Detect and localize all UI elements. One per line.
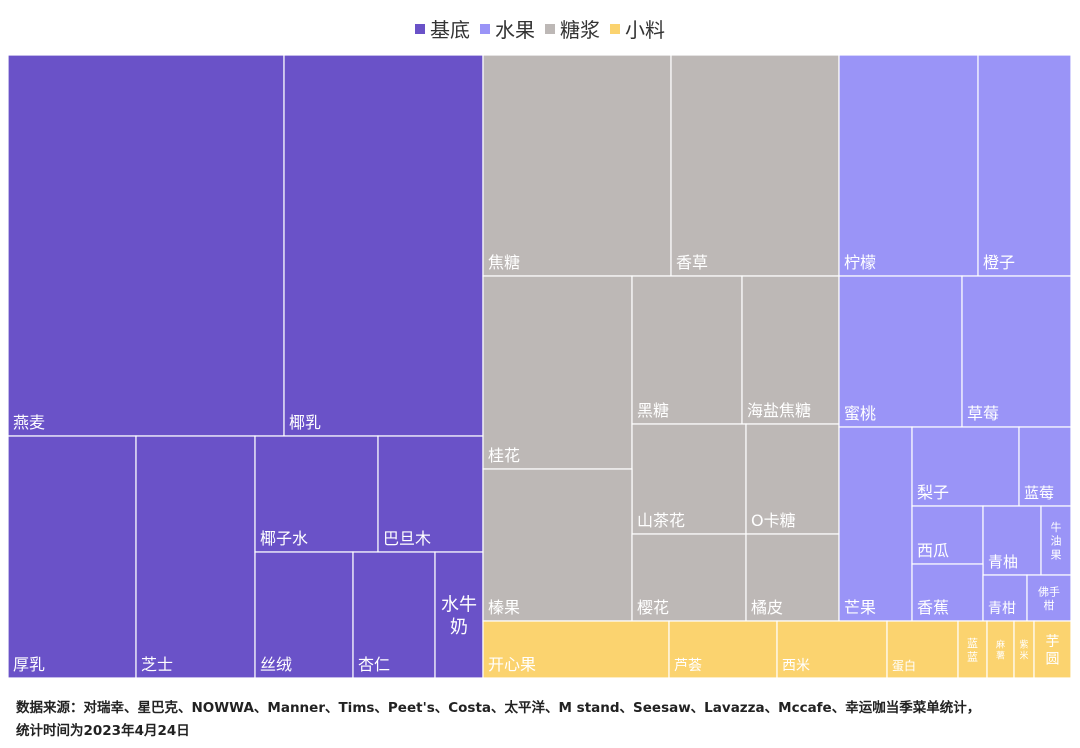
treemap-label-1-9: 橘皮	[751, 598, 783, 617]
treemap-cell-1-7[interactable]	[482, 468, 633, 622]
treemap-label-2-4: 芒果	[844, 598, 876, 617]
treemap-label-0-8: 水牛奶	[441, 595, 477, 639]
treemap-label-2-11: 青柑	[988, 601, 1016, 617]
legend-swatch-syrup	[545, 23, 555, 34]
treemap-cell-2-8[interactable]	[982, 505, 1042, 576]
treemap-cell-2-1[interactable]	[977, 54, 1072, 277]
legend-swatch-base	[415, 23, 425, 34]
treemap-label-0-7: 杏仁	[358, 655, 390, 674]
treemap-cell-0-8[interactable]	[434, 551, 484, 679]
treemap-label-0-5: 巴旦木	[383, 529, 431, 548]
treemap-label-2-1: 橙子	[983, 253, 1015, 272]
legend-label-fruit: 水果	[495, 18, 535, 42]
treemap-label-2-8: 青柚	[988, 553, 1018, 571]
treemap-label-1-3: 黑糖	[637, 401, 669, 420]
chart-footnote: 数据来源：对瑞幸、星巴克、NOWWA、Manner、Tims、Peet's、Co…	[16, 697, 980, 743]
treemap-cell-0-2[interactable]	[7, 435, 137, 679]
treemap-label-1-4: 海盐焦糖	[747, 401, 811, 420]
treemap-label-3-7: 芋圆	[1046, 634, 1060, 668]
treemap-label-2-7: 西瓜	[917, 541, 949, 560]
treemap-cell-2-4[interactable]	[838, 426, 913, 622]
legend-item-syrup[interactable]: 糖浆	[545, 14, 600, 43]
treemap-label-2-9: 牛油果	[1051, 520, 1062, 562]
treemap-cell-1-1[interactable]	[670, 54, 840, 277]
treemap-cell-3-2[interactable]	[776, 620, 888, 679]
treemap-label-1-0: 焦糖	[488, 253, 520, 272]
legend-swatch-topping	[610, 23, 620, 34]
treemap-label-2-10: 香蕉	[917, 598, 949, 617]
legend-label-topping: 小料	[625, 18, 665, 42]
treemap-label-3-2: 西米	[782, 658, 810, 674]
treemap-label-2-0: 柠檬	[844, 253, 876, 272]
treemap-label-0-0: 燕麦	[13, 413, 45, 432]
treemap-label-3-5: 麻薯	[996, 638, 1005, 661]
treemap-label-1-5: 山茶花	[637, 511, 685, 530]
legend-label-base: 基底	[430, 18, 470, 42]
treemap-cell-2-7[interactable]	[911, 505, 984, 565]
treemap-cell-2-9[interactable]	[1040, 505, 1072, 576]
treemap-cell-2-0[interactable]	[838, 54, 979, 277]
treemap-cell-1-3[interactable]	[631, 275, 743, 425]
treemap-label-1-2: 桂花	[488, 446, 520, 465]
treemap-cell-1-0[interactable]	[482, 54, 672, 277]
treemap-label-2-12: 佛手柑	[1038, 584, 1060, 612]
chart-legend: 基底 水果 糖浆 小料	[0, 14, 1080, 43]
legend-item-fruit[interactable]: 水果	[480, 14, 535, 43]
treemap-cell-3-0[interactable]	[482, 620, 670, 679]
treemap-cell-3-7[interactable]	[1033, 620, 1072, 679]
treemap-label-3-4: 蓝蓝	[967, 637, 978, 664]
footnote-source: 数据来源：对瑞幸、星巴克、NOWWA、Manner、Tims、Peet's、Co…	[16, 700, 981, 716]
treemap-cell-2-3[interactable]	[961, 275, 1072, 428]
legend-item-base[interactable]: 基底	[415, 14, 470, 43]
treemap-label-0-2: 厚乳	[13, 655, 45, 674]
treemap-cell-1-9[interactable]	[745, 533, 840, 622]
treemap-cell-3-4[interactable]	[957, 620, 988, 679]
treemap-label-0-6: 丝绒	[260, 655, 292, 674]
treemap-cell-3-3[interactable]	[886, 620, 959, 679]
treemap-label-2-2: 蜜桃	[844, 404, 876, 423]
treemap-label-3-0: 开心果	[488, 655, 536, 674]
treemap-label-2-3: 草莓	[967, 404, 999, 423]
treemap-cell-0-1[interactable]	[283, 54, 484, 437]
treemap-cell-1-6[interactable]	[745, 423, 840, 535]
footnote-date: 统计时间为2023年4月24日	[16, 723, 190, 739]
treemap-label-3-6: 紫米	[1019, 639, 1028, 661]
treemap-cell-0-7[interactable]	[352, 551, 436, 679]
treemap-label-1-6: O卡糖	[751, 511, 796, 530]
treemap-label-1-1: 香草	[676, 253, 708, 272]
legend-item-topping[interactable]: 小料	[610, 14, 665, 43]
treemap-label-2-6: 蓝莓	[1024, 484, 1054, 502]
treemap-cell-3-1[interactable]	[668, 620, 778, 679]
treemap-label-1-7: 榛果	[488, 598, 520, 617]
legend-swatch-fruit	[480, 23, 490, 34]
treemap-label-3-3: 蛋白	[892, 658, 916, 673]
treemap-cell-0-0[interactable]	[7, 54, 285, 437]
treemap-label-1-8: 樱花	[637, 598, 669, 617]
treemap-label-0-3: 芝士	[141, 655, 173, 674]
treemap-cell-2-11[interactable]	[982, 574, 1028, 622]
treemap-cell-2-5[interactable]	[911, 426, 1020, 507]
treemap-cell-1-2[interactable]	[482, 275, 633, 470]
treemap-label-2-5: 梨子	[917, 483, 949, 502]
treemap-cell-2-2[interactable]	[838, 275, 963, 428]
treemap-cell-0-3[interactable]	[135, 435, 256, 679]
treemap-label-3-1: 芦荟	[674, 657, 702, 674]
treemap-label-0-1: 椰乳	[289, 413, 321, 432]
treemap-cell-2-6[interactable]	[1018, 426, 1072, 507]
treemap-label-0-4: 椰子水	[260, 529, 308, 548]
legend-label-syrup: 糖浆	[560, 18, 600, 42]
treemap-cell-0-6[interactable]	[254, 551, 354, 679]
